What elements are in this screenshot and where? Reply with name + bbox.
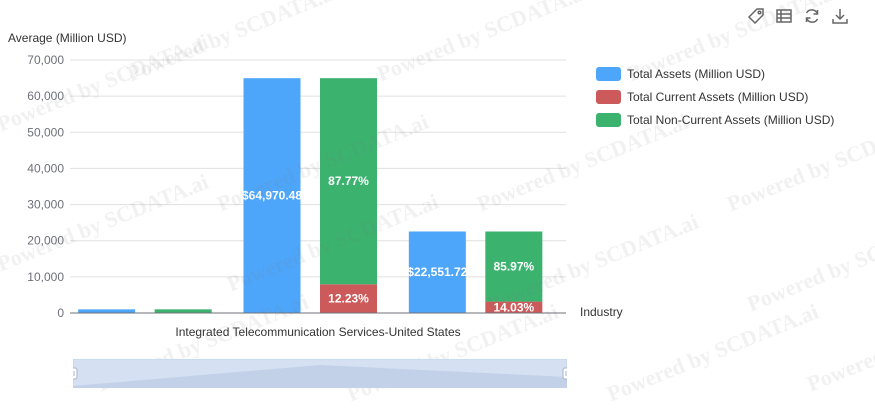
y-tick-label: 60,000 bbox=[27, 89, 64, 103]
toolbox bbox=[746, 6, 850, 26]
download-icon[interactable] bbox=[830, 6, 850, 26]
y-tick-label: 50,000 bbox=[27, 125, 64, 139]
y-tick-label: 10,000 bbox=[27, 270, 64, 284]
y-tick-label: 40,000 bbox=[27, 161, 64, 175]
y-tick-label: 0 bbox=[57, 306, 64, 320]
legend-label: Total Assets (Million USD) bbox=[627, 67, 765, 81]
data-label: 14.03% bbox=[493, 300, 534, 314]
data-label: 85.97% bbox=[493, 260, 534, 274]
legend-item-total-current-assets[interactable]: Total Current Assets (Million USD) bbox=[596, 85, 834, 108]
bar-total-non-current-assets[interactable] bbox=[155, 309, 212, 312]
data-label: 12.23% bbox=[328, 292, 369, 306]
tag-icon[interactable] bbox=[746, 6, 766, 26]
data-zoom-slider[interactable] bbox=[73, 359, 567, 388]
legend-swatch bbox=[596, 113, 621, 127]
legend-swatch bbox=[596, 67, 621, 81]
legend-swatch bbox=[596, 90, 621, 104]
x-axis-title: Industry bbox=[580, 305, 623, 319]
slider-selected-range bbox=[73, 359, 567, 388]
x-tick-label: Integrated Telecommunication Services-Un… bbox=[175, 325, 460, 339]
y-tick-label: 20,000 bbox=[27, 234, 64, 248]
bar-total-assets[interactable] bbox=[78, 309, 135, 313]
bars bbox=[78, 78, 542, 313]
y-axis-title: Average (Million USD) bbox=[8, 31, 126, 45]
data-label: $64,970.48 bbox=[242, 189, 302, 203]
legend-item-total-assets[interactable]: Total Assets (Million USD) bbox=[596, 62, 834, 85]
y-tick-label: 30,000 bbox=[27, 198, 64, 212]
slider-handle-right[interactable] bbox=[563, 368, 567, 379]
data-label: 87.77% bbox=[328, 174, 369, 188]
legend-label: Total Non-Current Assets (Million USD) bbox=[627, 113, 834, 127]
y-axis-ticks: 0 10,000 20,000 30,000 40,000 50,000 60,000 70,… bbox=[27, 53, 64, 320]
legend-item-total-non-current-assets[interactable]: Total Non-Current Assets (Million USD) bbox=[596, 108, 834, 131]
y-tick-label: 70,000 bbox=[27, 53, 64, 67]
data-view-icon[interactable] bbox=[774, 6, 794, 26]
legend: Total Assets (Million USD) Total Current… bbox=[596, 62, 834, 131]
refresh-icon[interactable] bbox=[802, 6, 822, 26]
legend-label: Total Current Assets (Million USD) bbox=[627, 90, 808, 104]
x-axis-ticks: Integrated Telecommunication Services-Un… bbox=[175, 325, 460, 339]
slider-handle-left[interactable] bbox=[73, 368, 77, 379]
data-label: $22,551.72 bbox=[407, 265, 467, 279]
